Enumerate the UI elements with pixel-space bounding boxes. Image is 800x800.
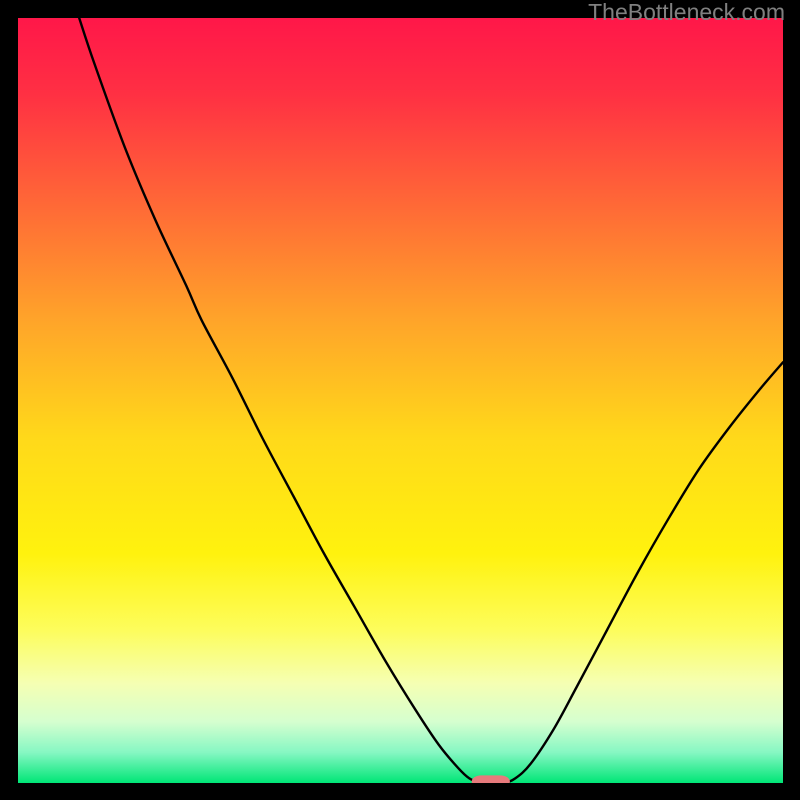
plot-background (18, 18, 783, 783)
watermark-text: TheBottleneck.com (588, 0, 785, 26)
bottleneck-plot (18, 18, 783, 783)
chart-frame: TheBottleneck.com (0, 0, 800, 800)
optimal-point-marker (472, 775, 510, 783)
